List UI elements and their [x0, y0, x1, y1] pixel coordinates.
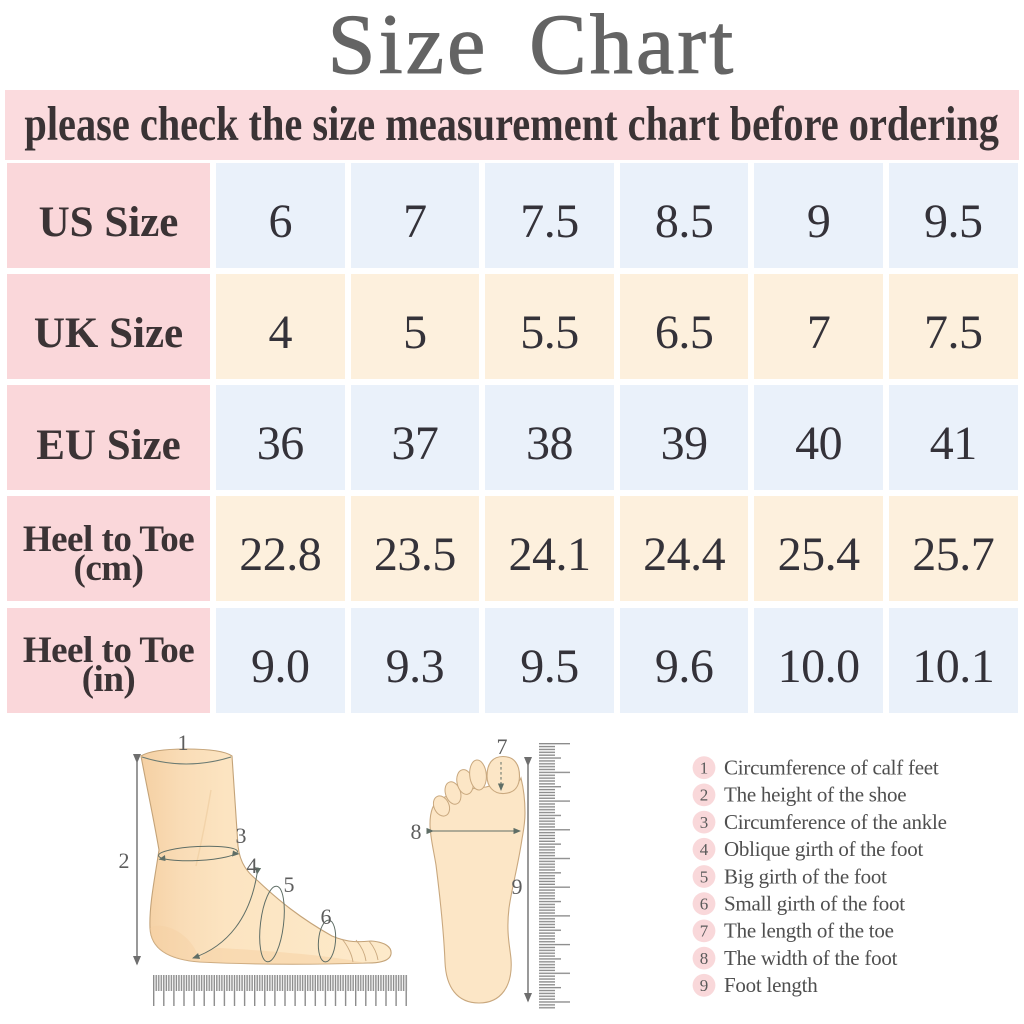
- svg-text:5: 5: [284, 872, 295, 897]
- svg-text:7: 7: [497, 734, 508, 759]
- svg-text:2: 2: [119, 848, 130, 873]
- svg-text:4: 4: [700, 840, 709, 859]
- svg-text:Circumference of calf feet: Circumference of calf feet: [724, 756, 939, 780]
- svg-text:The length of the toe: The length of the toe: [724, 919, 894, 943]
- svg-text:Circumference of the ankle: Circumference of the ankle: [724, 810, 947, 834]
- svg-text:1: 1: [700, 759, 709, 778]
- svg-text:9: 9: [512, 874, 523, 899]
- svg-text:The width of the foot: The width of the foot: [724, 946, 898, 970]
- svg-text:9: 9: [700, 976, 709, 995]
- svg-text:4: 4: [247, 853, 258, 878]
- svg-text:The height of the shoe: The height of the shoe: [724, 783, 906, 807]
- svg-text:Oblique girth of the foot: Oblique girth of the foot: [724, 837, 923, 861]
- svg-text:1: 1: [178, 730, 189, 755]
- svg-text:2: 2: [700, 786, 709, 805]
- svg-text:Foot length: Foot length: [724, 973, 818, 997]
- svg-text:7: 7: [700, 922, 709, 941]
- svg-text:8: 8: [411, 819, 422, 844]
- svg-text:Big girth of the foot: Big girth of the foot: [724, 864, 887, 888]
- svg-text:3: 3: [700, 813, 709, 832]
- svg-text:6: 6: [700, 895, 709, 914]
- svg-text:8: 8: [700, 949, 709, 968]
- svg-text:5: 5: [700, 867, 709, 886]
- svg-text:Small girth of the foot: Small girth of the foot: [724, 892, 905, 916]
- svg-text:6: 6: [321, 904, 332, 929]
- svg-text:3: 3: [236, 823, 247, 848]
